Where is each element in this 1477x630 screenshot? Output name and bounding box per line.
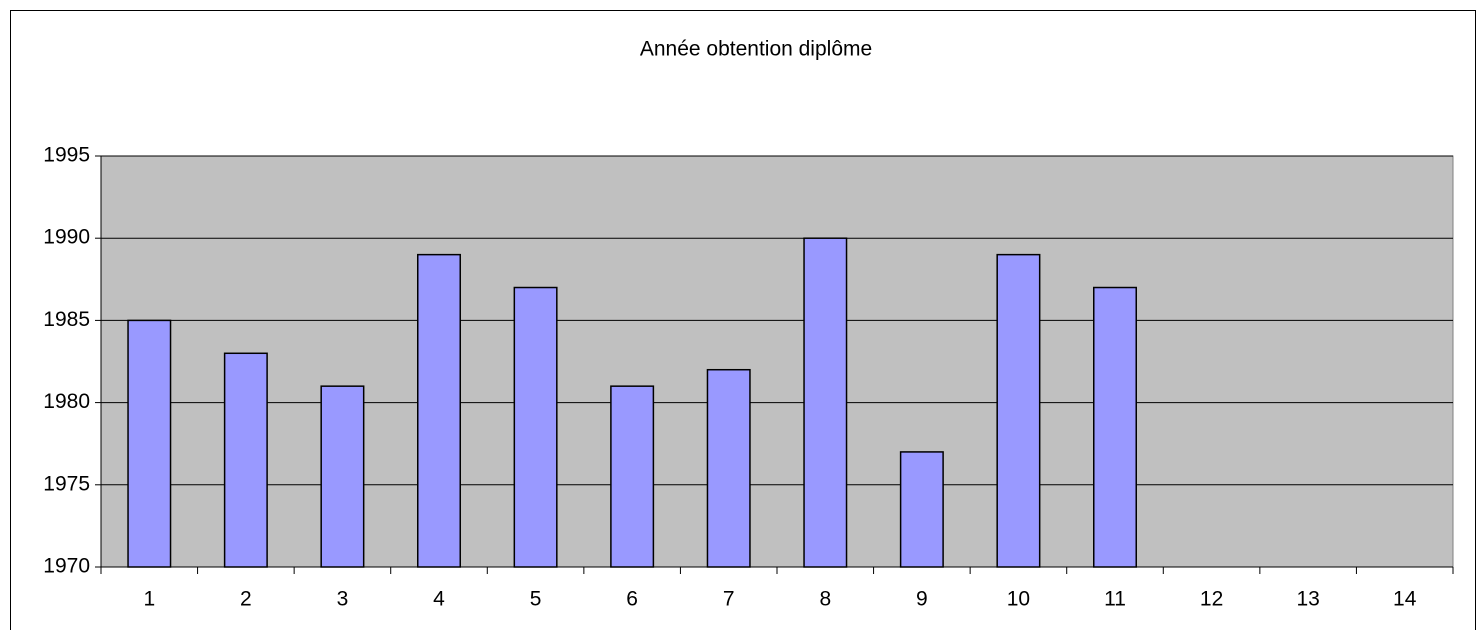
x-tick-label: 9 (916, 588, 928, 611)
bar (513, 286, 558, 568)
bar (223, 352, 268, 568)
bar (706, 368, 751, 568)
bar (1093, 286, 1137, 568)
x-tick-label: 1 (143, 588, 155, 611)
bar (803, 237, 848, 568)
y-tick-label: 1990 (43, 226, 90, 249)
x-tick-label: 13 (1296, 588, 1319, 611)
bar (610, 385, 655, 568)
x-tick-label: 6 (626, 588, 638, 611)
bar (996, 253, 1041, 568)
bar (127, 319, 172, 568)
plot-area (100, 155, 1454, 568)
x-tick-label: 10 (1007, 588, 1030, 611)
y-tick-label: 1970 (43, 555, 90, 578)
x-tick-label: 12 (1200, 588, 1223, 611)
x-tick-label: 3 (337, 588, 349, 611)
y-tick-label: 1975 (43, 472, 90, 495)
x-tick-label: 7 (723, 588, 735, 611)
y-tick-label: 1980 (43, 390, 90, 413)
x-tick-label: 11 (1104, 588, 1126, 611)
x-tick-label: 14 (1393, 588, 1417, 611)
bar (417, 253, 461, 568)
chart-title: Année obtention diplôme (640, 38, 872, 61)
x-tick-label: 2 (240, 588, 252, 611)
x-tick-label: 4 (433, 588, 445, 611)
bar (320, 385, 365, 568)
bar (899, 451, 944, 568)
y-tick-label: 1995 (43, 144, 90, 167)
x-tick-label: 8 (819, 588, 831, 611)
x-tick-label: 5 (530, 588, 542, 611)
y-tick-label: 1985 (43, 308, 90, 331)
